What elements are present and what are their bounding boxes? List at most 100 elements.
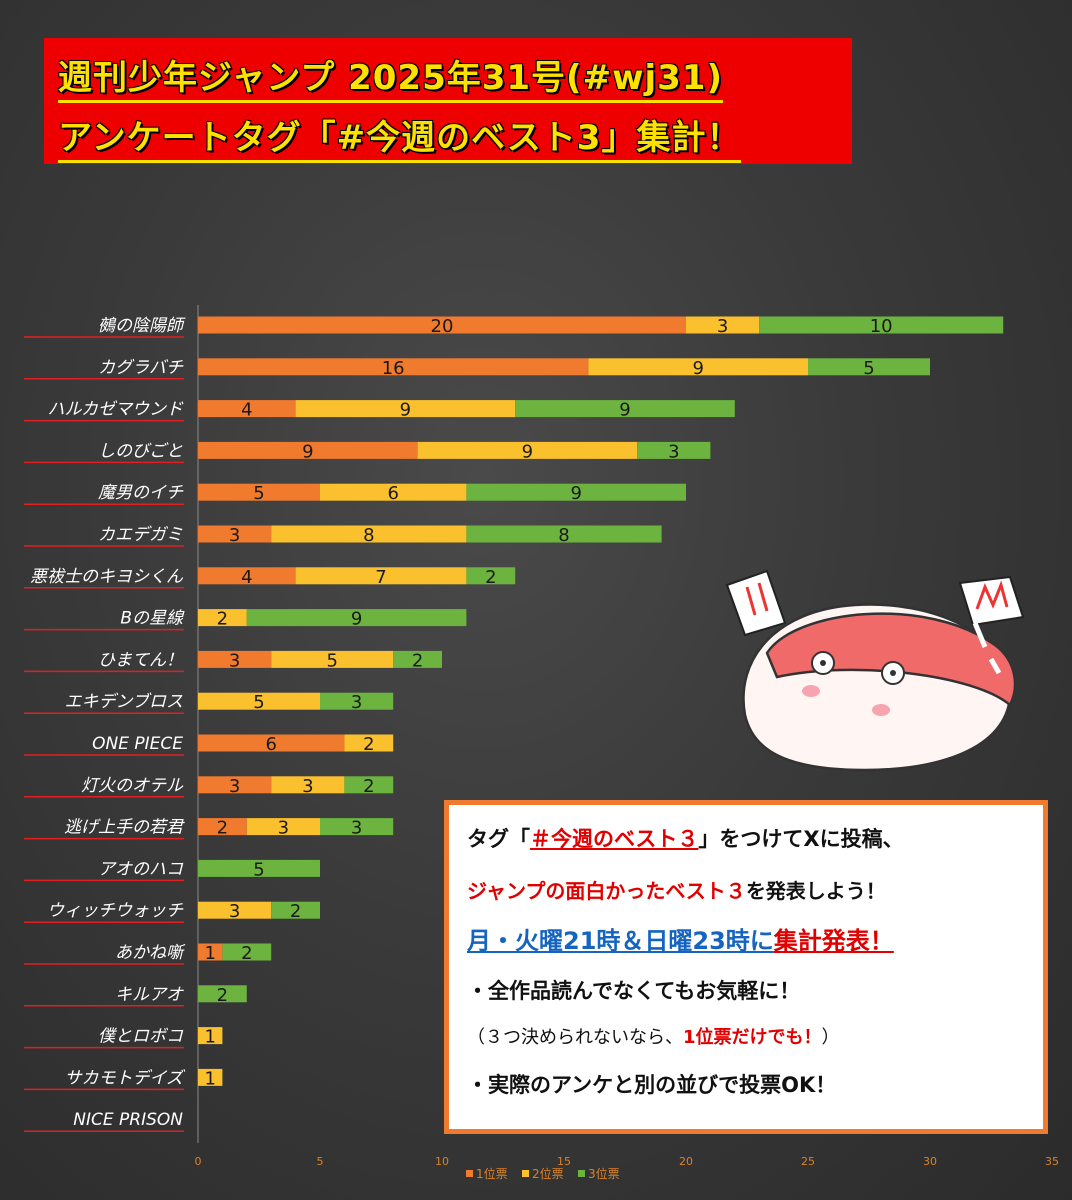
bar-value-label: 3 bbox=[229, 650, 240, 671]
info-box: タグ「＃今週のベスト３」をつけてXに投稿、 ジャンプの面白かったベスト３を発表し… bbox=[444, 800, 1048, 1134]
paper-flag-right-icon bbox=[958, 575, 1025, 627]
bar-segment bbox=[198, 901, 272, 919]
bar-segment bbox=[198, 358, 589, 376]
bar-value-label: 6 bbox=[387, 483, 398, 504]
bar-value-label: 3 bbox=[717, 316, 728, 337]
info-schedule-time: 月・火曜21時＆日曜23時に bbox=[467, 927, 774, 955]
bar-segment bbox=[198, 985, 247, 1003]
category-label: アオのハコ bbox=[98, 859, 184, 879]
x-tick-label: 20 bbox=[679, 1155, 693, 1168]
bar-segment bbox=[198, 483, 320, 501]
info-schedule-publish: 集計発表！ bbox=[773, 927, 894, 955]
info-line-casual: ・全作品読んでなくてもお気軽に！ bbox=[467, 979, 801, 1003]
bar-segment bbox=[588, 358, 808, 376]
category-label: 魔男のイチ bbox=[98, 483, 184, 503]
bar-value-label: 3 bbox=[278, 818, 289, 839]
info-first-prefix: （３つ決められないなら、 bbox=[467, 1027, 683, 1048]
bar-segment bbox=[198, 1027, 223, 1045]
category-label: 悪祓士のキヨシくん bbox=[30, 567, 184, 587]
bar-value-label: 3 bbox=[229, 901, 240, 922]
bar-segment bbox=[198, 1068, 223, 1086]
bar-value-label: 2 bbox=[485, 567, 496, 588]
bar-segment bbox=[295, 400, 516, 418]
bar-value-label: 9 bbox=[400, 400, 411, 421]
bar-value-label: 9 bbox=[570, 483, 581, 504]
category-label: カグラバチ bbox=[98, 358, 184, 378]
bar-value-label: 1 bbox=[204, 943, 215, 964]
bar-segment bbox=[295, 567, 467, 585]
bar-segment bbox=[271, 776, 345, 794]
category-label: キルアオ bbox=[115, 985, 184, 1005]
info-tag-hashtag: ＃今週のベスト３ bbox=[530, 827, 699, 851]
bar-value-label: 2 bbox=[217, 818, 228, 839]
bar-segment bbox=[271, 901, 320, 919]
bar-segment bbox=[198, 441, 418, 459]
bar-value-label: 8 bbox=[558, 525, 569, 546]
category-label: NICE PRISON bbox=[73, 1110, 183, 1130]
title-line-1: 週刊少年ジャンプ 2025年31号(#wj31) bbox=[58, 50, 724, 103]
bar-value-label: 3 bbox=[351, 692, 362, 713]
title-line-2: アンケートタグ「#今週のベスト3」集計！ bbox=[58, 110, 742, 163]
bar-segment bbox=[198, 650, 272, 668]
category-label: ハルカゼマウンド bbox=[48, 400, 184, 420]
bar-segment bbox=[344, 734, 394, 752]
bar-value-label: 2 bbox=[363, 776, 374, 797]
bar-value-label: 2 bbox=[217, 985, 228, 1006]
category-label: ONE PIECE bbox=[92, 734, 183, 754]
category-label: 逃げ上手の若君 bbox=[64, 818, 185, 838]
bar-value-label: 1 bbox=[204, 1027, 215, 1048]
x-tick-label: 10 bbox=[435, 1155, 449, 1168]
info-line-schedule: 月・火曜21時＆日曜23時に集計発表！ bbox=[467, 921, 894, 956]
bar-segment bbox=[271, 525, 467, 543]
bar-value-label: 3 bbox=[229, 776, 240, 797]
paper-flag-left-icon bbox=[725, 569, 787, 637]
category-label: 僕とロボコ bbox=[98, 1027, 184, 1047]
info-announce-highlight: ジャンプの面白かったベスト３ bbox=[467, 879, 746, 903]
category-label: あかね噺 bbox=[115, 943, 186, 963]
bar-value-label: 4 bbox=[241, 567, 252, 588]
category-label: 灯火のオテル bbox=[81, 776, 184, 796]
bar-segment bbox=[271, 650, 394, 668]
bar-value-label: 3 bbox=[229, 525, 240, 546]
info-line-first-only: （３つ決められないなら、1位票だけでも！） bbox=[467, 1023, 840, 1049]
x-tick-label: 15 bbox=[557, 1155, 571, 1168]
bar-value-label: 9 bbox=[302, 441, 313, 462]
bar-segment bbox=[393, 650, 442, 668]
bar-segment bbox=[198, 734, 345, 752]
bar-value-label: 5 bbox=[863, 358, 874, 379]
bar-segment bbox=[198, 943, 223, 961]
legend-label: 3位票 bbox=[588, 1166, 620, 1181]
bar-segment bbox=[759, 316, 1004, 334]
x-tick-label: 25 bbox=[801, 1155, 815, 1168]
legend-swatch bbox=[466, 1170, 473, 1177]
bar-segment bbox=[808, 358, 930, 376]
bar-segment bbox=[198, 567, 296, 585]
x-tick-label: 35 bbox=[1045, 1155, 1059, 1168]
info-first-suffix: ） bbox=[821, 1027, 840, 1048]
bar-value-label: 2 bbox=[290, 901, 301, 922]
bar-segment bbox=[246, 818, 320, 836]
bar-segment bbox=[320, 818, 394, 836]
bar-value-label: 3 bbox=[351, 818, 362, 839]
bar-segment bbox=[344, 776, 394, 794]
bar-segment bbox=[198, 400, 296, 418]
bar-value-label: 2 bbox=[241, 943, 252, 964]
info-tag-prefix: タグ「 bbox=[467, 827, 530, 851]
bar-value-label: 5 bbox=[253, 859, 264, 880]
bar-segment bbox=[246, 609, 467, 627]
info-line-tag: タグ「＃今週のベスト３」をつけてXに投稿、 bbox=[467, 823, 904, 853]
info-announce-text: を発表しよう！ bbox=[745, 879, 886, 903]
bar-segment bbox=[198, 525, 272, 543]
category-label: Bの星線 bbox=[120, 609, 185, 629]
legend-swatch bbox=[522, 1170, 529, 1177]
category-label: 鵺の陰陽師 bbox=[98, 316, 186, 336]
bar-value-label: 16 bbox=[382, 358, 405, 379]
bar-segment bbox=[466, 567, 516, 585]
bar-segment bbox=[198, 818, 247, 836]
bar-segment bbox=[320, 483, 467, 501]
bar-segment bbox=[198, 692, 320, 710]
bar-value-label: 9 bbox=[351, 609, 362, 630]
bar-segment bbox=[515, 400, 735, 418]
info-tag-suffix: 」をつけてXに投稿、 bbox=[698, 827, 904, 851]
